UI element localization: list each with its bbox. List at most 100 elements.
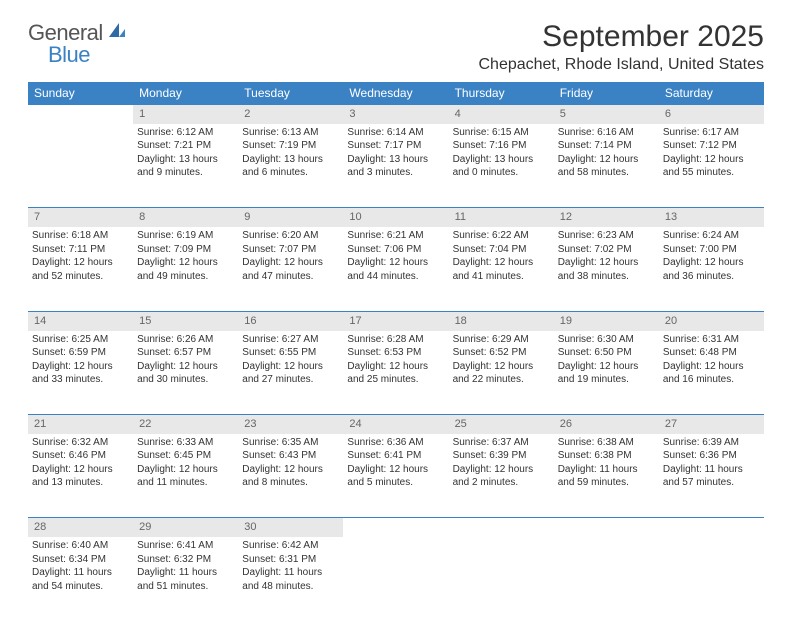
sunset-text: Sunset: 7:21 PM xyxy=(137,139,234,153)
sunset-text: Sunset: 7:11 PM xyxy=(32,243,129,257)
daylight-text: Daylight: 12 hours and 33 minutes. xyxy=(32,360,129,387)
day-cell: Sunrise: 6:19 AMSunset: 7:09 PMDaylight:… xyxy=(133,227,238,311)
sunset-text: Sunset: 7:17 PM xyxy=(347,139,444,153)
weekday-header: Wednesday xyxy=(343,82,448,105)
day-cell: Sunrise: 6:12 AMSunset: 7:21 PMDaylight:… xyxy=(133,124,238,208)
day-number: 29 xyxy=(133,518,238,537)
sunset-text: Sunset: 7:02 PM xyxy=(558,243,655,257)
sunrise-text: Sunrise: 6:40 AM xyxy=(32,539,129,553)
sunrise-text: Sunrise: 6:33 AM xyxy=(137,436,234,450)
day-number: 14 xyxy=(28,311,133,330)
day-cell: Sunrise: 6:39 AMSunset: 6:36 PMDaylight:… xyxy=(659,434,764,518)
sunset-text: Sunset: 6:32 PM xyxy=(137,553,234,567)
day-cell: Sunrise: 6:24 AMSunset: 7:00 PMDaylight:… xyxy=(659,227,764,311)
sunset-text: Sunset: 7:09 PM xyxy=(137,243,234,257)
daynum-row: 21222324252627 xyxy=(28,415,764,434)
day-cell: Sunrise: 6:16 AMSunset: 7:14 PMDaylight:… xyxy=(554,124,659,208)
daylight-text: Daylight: 13 hours and 0 minutes. xyxy=(453,153,550,180)
day-number: 9 xyxy=(238,208,343,227)
daylight-text: Daylight: 12 hours and 49 minutes. xyxy=(137,256,234,283)
day-number: 24 xyxy=(343,415,448,434)
daylight-text: Daylight: 11 hours and 54 minutes. xyxy=(32,566,129,593)
daynum-row: 123456 xyxy=(28,105,764,124)
day-number xyxy=(449,518,554,537)
daylight-text: Daylight: 12 hours and 11 minutes. xyxy=(137,463,234,490)
day-number: 19 xyxy=(554,311,659,330)
sunset-text: Sunset: 7:04 PM xyxy=(453,243,550,257)
sunrise-text: Sunrise: 6:39 AM xyxy=(663,436,760,450)
sunset-text: Sunset: 6:46 PM xyxy=(32,449,129,463)
sunrise-text: Sunrise: 6:23 AM xyxy=(558,229,655,243)
sunset-text: Sunset: 6:41 PM xyxy=(347,449,444,463)
day-number: 17 xyxy=(343,311,448,330)
sunrise-text: Sunrise: 6:14 AM xyxy=(347,126,444,140)
sunrise-text: Sunrise: 6:29 AM xyxy=(453,333,550,347)
day-cell: Sunrise: 6:42 AMSunset: 6:31 PMDaylight:… xyxy=(238,537,343,621)
daylight-text: Daylight: 12 hours and 8 minutes. xyxy=(242,463,339,490)
sunrise-text: Sunrise: 6:31 AM xyxy=(663,333,760,347)
daylight-text: Daylight: 12 hours and 2 minutes. xyxy=(453,463,550,490)
daylight-text: Daylight: 12 hours and 36 minutes. xyxy=(663,256,760,283)
sunrise-text: Sunrise: 6:30 AM xyxy=(558,333,655,347)
sunrise-text: Sunrise: 6:25 AM xyxy=(32,333,129,347)
day-number: 5 xyxy=(554,105,659,124)
day-cell: Sunrise: 6:28 AMSunset: 6:53 PMDaylight:… xyxy=(343,331,448,415)
sunrise-text: Sunrise: 6:15 AM xyxy=(453,126,550,140)
daylight-text: Daylight: 11 hours and 48 minutes. xyxy=(242,566,339,593)
day-cell: Sunrise: 6:30 AMSunset: 6:50 PMDaylight:… xyxy=(554,331,659,415)
day-cell: Sunrise: 6:14 AMSunset: 7:17 PMDaylight:… xyxy=(343,124,448,208)
sunset-text: Sunset: 6:57 PM xyxy=(137,346,234,360)
day-cell xyxy=(659,537,764,621)
sunrise-text: Sunrise: 6:16 AM xyxy=(558,126,655,140)
day-cell: Sunrise: 6:23 AMSunset: 7:02 PMDaylight:… xyxy=(554,227,659,311)
day-cell xyxy=(28,124,133,208)
sunset-text: Sunset: 6:52 PM xyxy=(453,346,550,360)
day-cell: Sunrise: 6:21 AMSunset: 7:06 PMDaylight:… xyxy=(343,227,448,311)
sunrise-text: Sunrise: 6:28 AM xyxy=(347,333,444,347)
daylight-text: Daylight: 12 hours and 38 minutes. xyxy=(558,256,655,283)
day-cell: Sunrise: 6:22 AMSunset: 7:04 PMDaylight:… xyxy=(449,227,554,311)
day-cell: Sunrise: 6:27 AMSunset: 6:55 PMDaylight:… xyxy=(238,331,343,415)
month-title: September 2025 xyxy=(478,20,764,54)
sunset-text: Sunset: 6:34 PM xyxy=(32,553,129,567)
day-number: 18 xyxy=(449,311,554,330)
sunrise-text: Sunrise: 6:37 AM xyxy=(453,436,550,450)
daylight-text: Daylight: 12 hours and 25 minutes. xyxy=(347,360,444,387)
sunset-text: Sunset: 6:53 PM xyxy=(347,346,444,360)
day-cell: Sunrise: 6:35 AMSunset: 6:43 PMDaylight:… xyxy=(238,434,343,518)
day-number: 15 xyxy=(133,311,238,330)
day-number: 13 xyxy=(659,208,764,227)
day-cell: Sunrise: 6:20 AMSunset: 7:07 PMDaylight:… xyxy=(238,227,343,311)
weekday-header: Saturday xyxy=(659,82,764,105)
day-detail-row: Sunrise: 6:18 AMSunset: 7:11 PMDaylight:… xyxy=(28,227,764,311)
location: Chepachet, Rhode Island, United States xyxy=(478,56,764,74)
daylight-text: Daylight: 12 hours and 30 minutes. xyxy=(137,360,234,387)
daynum-row: 282930 xyxy=(28,518,764,537)
day-number: 7 xyxy=(28,208,133,227)
daylight-text: Daylight: 12 hours and 27 minutes. xyxy=(242,360,339,387)
day-cell: Sunrise: 6:38 AMSunset: 6:38 PMDaylight:… xyxy=(554,434,659,518)
daylight-text: Daylight: 13 hours and 6 minutes. xyxy=(242,153,339,180)
day-cell: Sunrise: 6:32 AMSunset: 6:46 PMDaylight:… xyxy=(28,434,133,518)
sunrise-text: Sunrise: 6:20 AM xyxy=(242,229,339,243)
daylight-text: Daylight: 13 hours and 3 minutes. xyxy=(347,153,444,180)
day-cell: Sunrise: 6:33 AMSunset: 6:45 PMDaylight:… xyxy=(133,434,238,518)
sunset-text: Sunset: 6:36 PM xyxy=(663,449,760,463)
day-number: 30 xyxy=(238,518,343,537)
day-cell: Sunrise: 6:15 AMSunset: 7:16 PMDaylight:… xyxy=(449,124,554,208)
sunset-text: Sunset: 7:19 PM xyxy=(242,139,339,153)
sunrise-text: Sunrise: 6:36 AM xyxy=(347,436,444,450)
sunset-text: Sunset: 6:50 PM xyxy=(558,346,655,360)
sunrise-text: Sunrise: 6:38 AM xyxy=(558,436,655,450)
day-number: 4 xyxy=(449,105,554,124)
sunset-text: Sunset: 6:45 PM xyxy=(137,449,234,463)
sunset-text: Sunset: 6:31 PM xyxy=(242,553,339,567)
weekday-header-row: Sunday Monday Tuesday Wednesday Thursday… xyxy=(28,82,764,105)
day-number: 11 xyxy=(449,208,554,227)
sunrise-text: Sunrise: 6:13 AM xyxy=(242,126,339,140)
day-cell: Sunrise: 6:40 AMSunset: 6:34 PMDaylight:… xyxy=(28,537,133,621)
sunrise-text: Sunrise: 6:19 AM xyxy=(137,229,234,243)
calendar-table: Sunday Monday Tuesday Wednesday Thursday… xyxy=(28,82,764,621)
sunset-text: Sunset: 7:06 PM xyxy=(347,243,444,257)
daylight-text: Daylight: 12 hours and 13 minutes. xyxy=(32,463,129,490)
